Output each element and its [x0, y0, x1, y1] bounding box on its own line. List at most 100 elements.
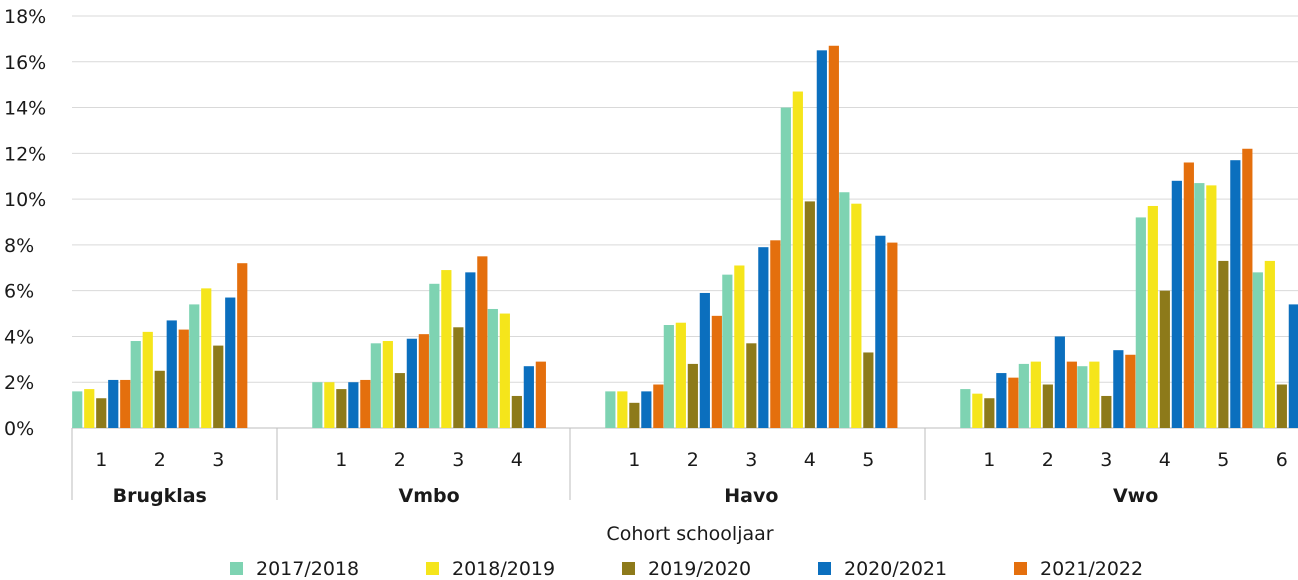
bar-vwo-1-series-2 — [972, 393, 983, 428]
bar-vwo-1-series-4 — [996, 373, 1007, 428]
bar-vmbo-3-series-3 — [453, 327, 464, 428]
bar-vwo-6-series-4 — [1288, 304, 1298, 428]
y-tick-label: 10% — [4, 189, 46, 211]
x-tick-label: 3 — [745, 449, 757, 471]
bar-vmbo-4-series-1 — [487, 308, 498, 428]
bar-vwo-1-series-3 — [984, 398, 995, 428]
x-tick-label: 3 — [452, 449, 464, 471]
bar-vwo-5-series-5 — [1242, 148, 1253, 428]
gridlines — [72, 15, 1298, 429]
bar-brugklas-1-series-1 — [72, 391, 83, 428]
bar-vwo-3-series-1 — [1077, 366, 1088, 428]
bar-vwo-2-series-1 — [1018, 363, 1029, 428]
bar-vmbo-2-series-1 — [370, 343, 381, 428]
x-axis-title: Cohort schooljaar — [606, 523, 773, 545]
bars — [72, 45, 1298, 429]
bar-vwo-1-series-5 — [1008, 377, 1019, 428]
bar-brugklas-2-series-4 — [166, 320, 177, 428]
x-tick-label: 1 — [628, 449, 640, 471]
bar-havo-5-series-3 — [863, 352, 874, 428]
bar-vmbo-1-series-3 — [336, 389, 347, 428]
bar-vwo-4-series-5 — [1183, 162, 1194, 428]
bar-brugklas-2-series-1 — [130, 341, 141, 428]
bar-vwo-2-series-5 — [1066, 361, 1077, 428]
bar-vwo-3-series-4 — [1113, 350, 1124, 428]
legend-label: 2019/2020 — [648, 558, 751, 580]
bar-havo-3-series-3 — [746, 343, 757, 428]
group-label: Havo — [724, 485, 778, 507]
bar-vmbo-3-series-4 — [465, 272, 476, 428]
x-tick-label: 3 — [1100, 449, 1112, 471]
x-tick-label: 4 — [1159, 449, 1171, 471]
bar-havo-5-series-5 — [887, 242, 898, 428]
bar-vwo-3-series-5 — [1125, 354, 1136, 428]
bar-vmbo-4-series-2 — [499, 313, 510, 428]
y-tick-label: 4% — [4, 326, 34, 348]
group-label: Brugklas — [113, 485, 207, 507]
bar-vmbo-3-series-2 — [441, 270, 452, 428]
bar-vwo-6-series-3 — [1276, 384, 1287, 428]
legend-label: 2018/2019 — [452, 558, 555, 580]
x-tick-label: 4 — [511, 449, 523, 471]
bar-havo-2-series-2 — [675, 322, 686, 428]
bar-vmbo-2-series-4 — [406, 338, 417, 428]
bar-havo-2-series-5 — [711, 315, 722, 428]
x-tick-label: 5 — [1217, 449, 1229, 471]
bar-vmbo-2-series-5 — [418, 334, 429, 428]
legend-label: 2021/2022 — [1040, 558, 1143, 580]
bar-havo-3-series-2 — [734, 265, 745, 428]
bar-vwo-3-series-3 — [1101, 395, 1112, 428]
y-tick-label: 18% — [4, 6, 46, 28]
bar-vmbo-3-series-5 — [477, 256, 488, 428]
y-tick-label: 16% — [4, 52, 46, 74]
bar-vmbo-2-series-3 — [394, 373, 405, 428]
bar-vmbo-1-series-1 — [312, 382, 323, 428]
x-tick-label: 4 — [804, 449, 816, 471]
bar-brugklas-2-series-5 — [178, 329, 189, 428]
y-tick-label: 0% — [4, 418, 34, 440]
bar-vmbo-4-series-5 — [535, 361, 546, 428]
bar-brugklas-3-series-5 — [237, 263, 248, 428]
legend-swatch — [622, 562, 635, 575]
bar-brugklas-1-series-4 — [108, 379, 119, 428]
bar-havo-1-series-3 — [629, 402, 640, 428]
bar-brugklas-1-series-2 — [84, 389, 95, 428]
bar-vmbo-2-series-2 — [382, 341, 393, 428]
legend-swatch — [426, 562, 439, 575]
bar-brugklas-2-series-2 — [142, 331, 153, 428]
bar-vmbo-1-series-5 — [360, 379, 371, 428]
bar-vwo-5-series-1 — [1194, 183, 1205, 428]
group-label: Vmbo — [399, 485, 460, 507]
bar-vwo-1-series-1 — [960, 389, 971, 428]
bar-havo-5-series-1 — [839, 192, 850, 428]
y-tick-label: 6% — [4, 281, 34, 303]
bar-vwo-5-series-4 — [1230, 160, 1241, 428]
bar-havo-4-series-3 — [804, 201, 815, 428]
bar-havo-3-series-5 — [770, 240, 781, 428]
bar-vwo-2-series-3 — [1042, 384, 1053, 428]
bar-vmbo-4-series-3 — [511, 395, 522, 428]
legend-label: 2017/2018 — [256, 558, 359, 580]
bar-vmbo-1-series-4 — [348, 382, 359, 428]
x-tick-label: 5 — [862, 449, 874, 471]
bar-vwo-2-series-4 — [1054, 336, 1065, 428]
bar-havo-2-series-1 — [663, 325, 674, 428]
bar-brugklas-1-series-5 — [120, 379, 131, 428]
legend-swatch — [230, 562, 243, 575]
x-tick-label: 1 — [95, 449, 107, 471]
bar-vwo-6-series-2 — [1264, 260, 1275, 428]
x-tick-label: 2 — [687, 449, 699, 471]
y-tick-label: 2% — [4, 372, 34, 394]
x-tick-label: 2 — [1042, 449, 1054, 471]
bar-vwo-5-series-3 — [1218, 260, 1229, 428]
bar-vmbo-4-series-4 — [523, 366, 534, 428]
bar-brugklas-3-series-3 — [213, 345, 224, 428]
bar-havo-4-series-2 — [792, 91, 803, 429]
bar-havo-5-series-2 — [851, 203, 862, 428]
bar-havo-4-series-5 — [828, 45, 839, 428]
bar-vwo-4-series-3 — [1159, 290, 1170, 428]
bar-vwo-2-series-2 — [1030, 361, 1041, 428]
bar-havo-1-series-4 — [641, 391, 652, 428]
